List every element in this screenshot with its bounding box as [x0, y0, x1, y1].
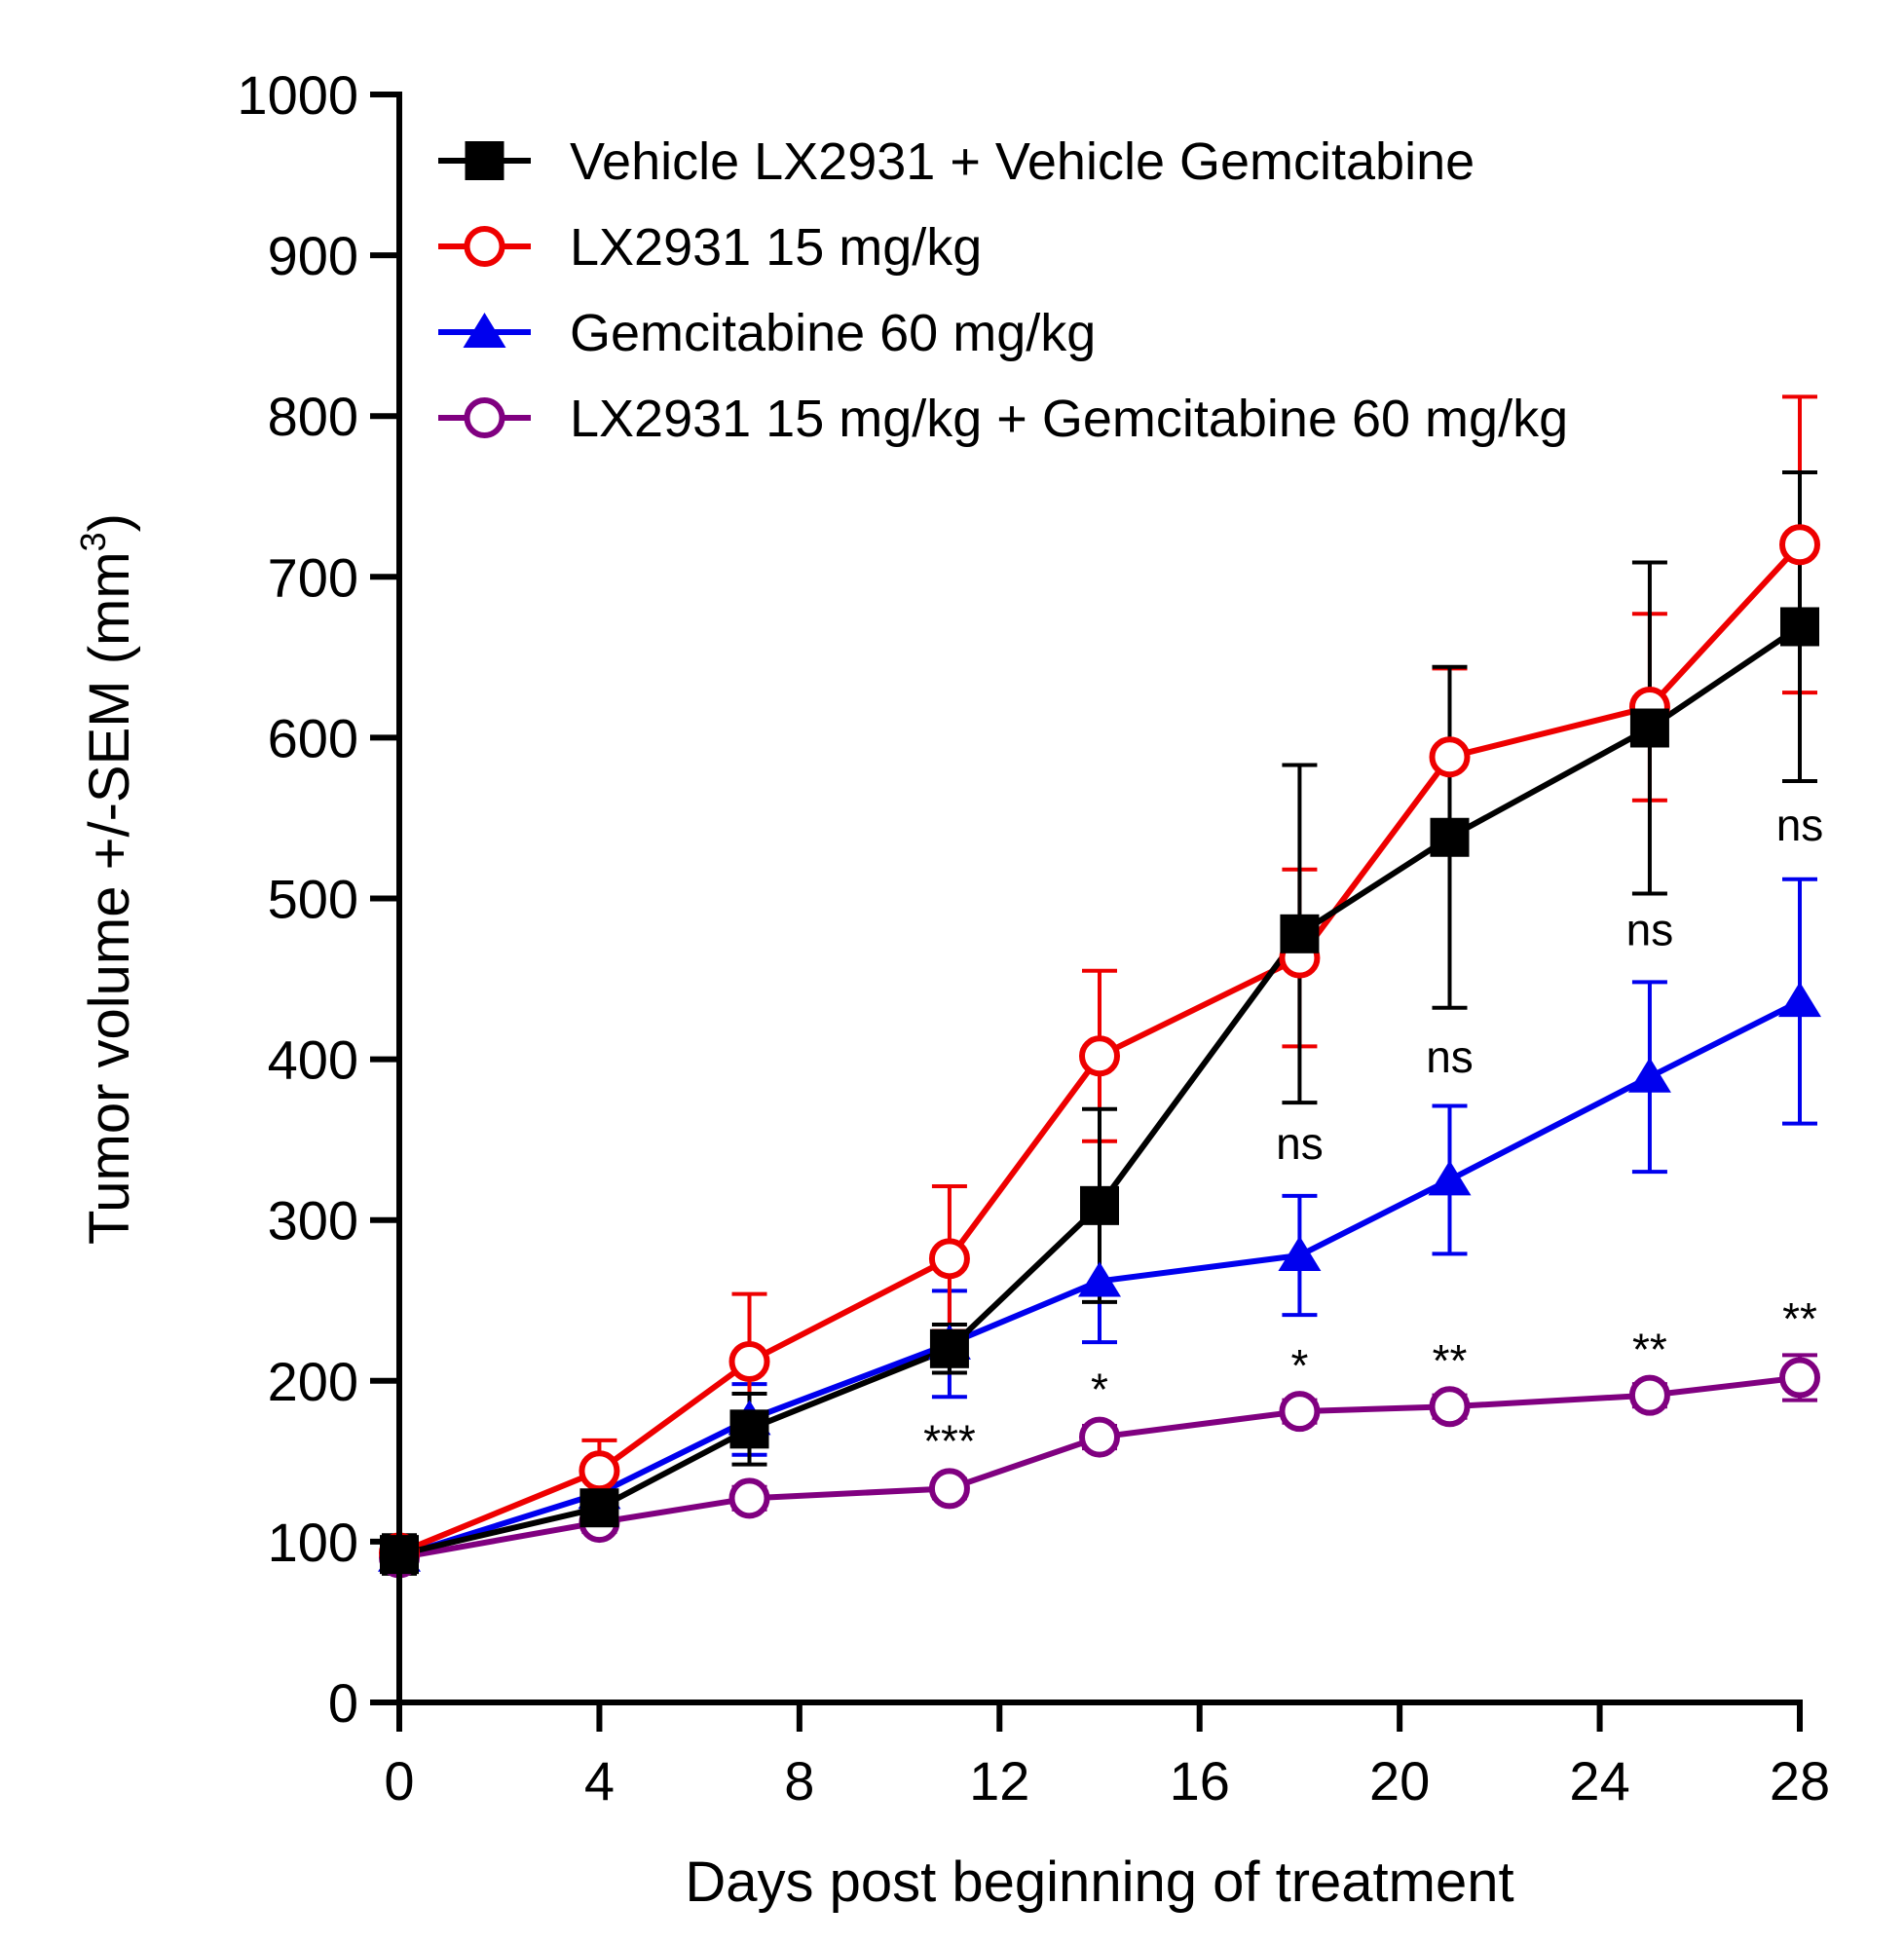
lx2931-15-mg-kg-point [1429, 736, 1471, 778]
significance-label: * [1290, 1340, 1308, 1391]
lx2931-15-mg-kg-gemcitabine-60-mg-kg-point [1079, 1416, 1120, 1458]
legend-swatch-marker [464, 226, 505, 267]
y-tick-label: 300 [268, 1190, 358, 1252]
legend-label: LX2931 15 mg/kg + Gemcitabine 60 mg/kg [570, 390, 1568, 448]
vehicle-lx2931-vehicle-gemcitabine-markers [380, 607, 1819, 1575]
lx2931-15-mg-kg-point [579, 1450, 620, 1492]
gemcitabine-60-mg-kg-point [1078, 1261, 1121, 1297]
lx2931-15-mg-kg-gemcitabine-60-mg-kg-point [1779, 1357, 1820, 1399]
vehicle-lx2931-vehicle-gemcitabine-point [1629, 708, 1669, 748]
legend-swatch-marker [464, 397, 505, 438]
significance-label: ns [1276, 1118, 1324, 1169]
lx2931-15-mg-kg-gemcitabine-60-mg-kg-point [1628, 1374, 1670, 1416]
y-tick-label: 600 [268, 707, 358, 768]
gemcitabine-60-mg-kg-point [1278, 1236, 1322, 1272]
x-tick-label: 12 [969, 1750, 1029, 1812]
gemcitabine-60-mg-kg-point [1627, 1057, 1671, 1093]
y-tick-label: 800 [268, 386, 358, 447]
lx2931-15-mg-kg-gemcitabine-60-mg-kg-markers [379, 1357, 1820, 1579]
significance-label: * [1091, 1364, 1108, 1415]
x-tick-label: 28 [1770, 1750, 1830, 1812]
x-tick-label: 8 [784, 1750, 814, 1812]
legend-item-lx2931-15-mg-kg-gemcitabine-60-mg-kg: LX2931 15 mg/kg + Gemcitabine 60 mg/kg [438, 390, 1568, 448]
legend-item-lx2931-15-mg-kg: LX2931 15 mg/kg [438, 218, 982, 277]
y-tick-label: 0 [328, 1672, 358, 1734]
significance-label: ** [1632, 1324, 1667, 1374]
lx2931-15-mg-kg-gemcitabine-60-mg-kg-point [1429, 1386, 1471, 1428]
significance-label: ns [1776, 800, 1824, 850]
vehicle-lx2931-vehicle-gemcitabine-point [579, 1488, 619, 1528]
vehicle-lx2931-vehicle-gemcitabine-point [1080, 1185, 1119, 1225]
significance-label: *** [923, 1415, 976, 1466]
x-tick-label: 0 [384, 1750, 414, 1812]
gemcitabine-60-mg-kg-point [1778, 982, 1821, 1018]
legend-swatch-marker [465, 141, 504, 180]
y-tick-label: 500 [268, 869, 358, 930]
y-axis-title-close: ) [78, 513, 141, 532]
vehicle-lx2931-vehicle-gemcitabine-point [1780, 607, 1819, 647]
x-tick-label: 24 [1569, 1750, 1629, 1812]
lx2931-15-mg-kg-gemcitabine-60-mg-kg-point [728, 1477, 770, 1519]
y-tick-label: 700 [268, 546, 358, 608]
lx2931-15-mg-kg-point [1079, 1035, 1120, 1077]
legend-swatch-marker [463, 313, 506, 348]
significance-label: ** [1782, 1293, 1817, 1344]
y-tick-label: 1000 [237, 64, 358, 126]
x-tick-label: 20 [1369, 1750, 1430, 1812]
vehicle-lx2931-vehicle-gemcitabine-point [729, 1409, 769, 1449]
legend-label: Gemcitabine 60 mg/kg [570, 304, 1096, 362]
significance-label: ** [1433, 1335, 1468, 1386]
significance-label: ns [1626, 904, 1674, 954]
lx2931-15-mg-kg-point [928, 1238, 970, 1280]
vehicle-lx2931-vehicle-gemcitabine-point [929, 1328, 969, 1368]
y-axis-ticks: 0 100 200 300 400 500 600 700 800 900 1000 [237, 64, 399, 1734]
y-tick-label: 200 [268, 1351, 358, 1412]
legend-label: LX2931 15 mg/kg [570, 218, 982, 277]
lx2931-15-mg-kg-point [1779, 524, 1820, 566]
significance-label: ns [1426, 1031, 1474, 1082]
y-tick-label: 100 [268, 1512, 358, 1573]
lx2931-15-mg-kg-point [728, 1340, 770, 1382]
y-tick-label: 900 [268, 225, 358, 286]
gemcitabine-60-mg-kg-point [1428, 1160, 1472, 1196]
legend-label: Vehicle LX2931 + Vehicle Gemcitabine [570, 132, 1475, 191]
y-tick-label: 400 [268, 1029, 358, 1091]
vehicle-lx2931-vehicle-gemcitabine-point [1280, 914, 1320, 953]
x-tick-label: 4 [584, 1750, 615, 1812]
y-axis-title: Tumor volume +/-SEM (mm3) [73, 513, 141, 1245]
legend-item-gemcitabine-60-mg-kg: Gemcitabine 60 mg/kg [438, 304, 1096, 362]
x-axis-ticks: 0 4 8 12 16 20 24 28 [384, 1702, 1830, 1812]
x-tick-label: 16 [1170, 1750, 1230, 1812]
x-axis-title: Days post beginning of treatment [685, 1850, 1513, 1914]
legend-item-vehicle-lx2931-vehicle-gemcitabine: Vehicle LX2931 + Vehicle Gemcitabine [438, 132, 1475, 191]
legend: Vehicle LX2931 + Vehicle Gemcitabine LX29… [438, 132, 1568, 448]
lx2931-15-mg-kg-gemcitabine-60-mg-kg-point [1279, 1391, 1321, 1433]
series-markers [378, 524, 1821, 1579]
lx2931-15-mg-kg-gemcitabine-60-mg-kg-point [928, 1468, 970, 1510]
y-axis-title-superscript: 3 [73, 532, 113, 551]
y-axis-title-main: Tumor volume +/-SEM (mm [78, 551, 141, 1245]
vehicle-lx2931-vehicle-gemcitabine-point [1430, 817, 1470, 857]
